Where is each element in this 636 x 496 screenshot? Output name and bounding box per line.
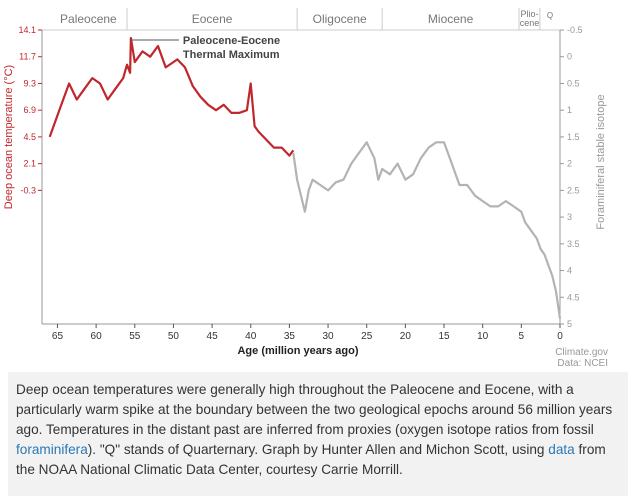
right-tick-label: -0.5 xyxy=(567,25,583,35)
x-tick-label: 40 xyxy=(245,331,257,342)
x-tick-label: 0 xyxy=(557,331,563,342)
left-axis-title: Deep ocean temperature (°C) xyxy=(3,65,15,209)
left-tick-label: 11.7 xyxy=(19,52,36,62)
x-tick-label: 45 xyxy=(207,331,219,342)
temperature-series-line xyxy=(48,36,295,157)
epoch-label-paleocene: Paleocene xyxy=(60,12,117,26)
epoch-band xyxy=(42,8,560,30)
x-tick-label: 65 xyxy=(52,331,64,342)
right-tick-label: 0 xyxy=(567,52,572,62)
left-tick-label: 4.5 xyxy=(23,132,36,142)
caption-part-3: from the NOAA National Climatic Data Cen… xyxy=(16,442,606,477)
foraminifera-link[interactable]: foraminifera xyxy=(16,442,88,457)
x-tick-label: 5 xyxy=(519,331,525,342)
caption-text: Deep ocean temperatures were generally h… xyxy=(8,372,628,480)
right-tick-label: 3.5 xyxy=(567,239,580,249)
epoch-label-eocene: Eocene xyxy=(192,12,233,26)
x-tick-label: 50 xyxy=(168,331,180,342)
caption-part-1: Deep ocean temperatures were generally h… xyxy=(16,382,613,437)
right-tick-label: 2.5 xyxy=(567,185,580,195)
x-tick-label: 25 xyxy=(361,331,373,342)
epoch-label-q: Q xyxy=(547,11,553,20)
right-axis-title: Foraminiferal stable isotope xyxy=(595,94,607,229)
x-tick-label: 55 xyxy=(129,331,141,342)
x-tick-label: 20 xyxy=(400,331,412,342)
right-tick-label: 0.5 xyxy=(567,78,580,88)
left-tick-label: 9.3 xyxy=(23,78,36,88)
source-data-label: Data: NCEI xyxy=(557,358,608,369)
caption-box: Deep ocean temperatures were generally h… xyxy=(8,372,628,496)
x-tick-label: 60 xyxy=(91,331,103,342)
annotation-label-1: Paleocene-Eocene xyxy=(183,35,280,47)
epoch-label-pliocene-2: cene xyxy=(520,18,540,28)
right-tick-label: 4.5 xyxy=(567,292,580,302)
data-link[interactable]: data xyxy=(548,442,575,457)
caption-part-2: ). "Q" stands of Quarternary. Graph by H… xyxy=(87,442,549,457)
right-tick-label: 5 xyxy=(567,319,572,329)
annotation-label-2: Thermal Maximum xyxy=(183,49,280,61)
right-tick-label: 2 xyxy=(567,159,572,169)
left-tick-label: 6.9 xyxy=(23,105,36,115)
epoch-label-pliocene-1: Plio- xyxy=(520,9,538,19)
x-axis-title: Age (million years ago) xyxy=(237,345,358,357)
x-tick-label: 35 xyxy=(284,331,296,342)
source-label: Climate.gov xyxy=(555,347,608,358)
right-tick-label: 1.5 xyxy=(567,132,580,142)
left-tick-label: -0.3 xyxy=(20,185,36,195)
right-tick-label: 3 xyxy=(567,212,572,222)
x-tick-label: 10 xyxy=(477,331,489,342)
left-tick-label: 2.1 xyxy=(23,159,36,169)
epoch-label-oligocene: Oligocene xyxy=(313,12,367,26)
right-tick-label: 4 xyxy=(567,266,572,276)
left-tick-label: 14.1 xyxy=(18,25,36,35)
x-tick-label: 30 xyxy=(322,331,334,342)
right-tick-label: 1 xyxy=(567,105,572,115)
climate-chart: Paleocene Eocene Oligocene Miocene Plio-cene… xyxy=(3,8,608,369)
x-tick-label: 15 xyxy=(438,331,450,342)
isotope-series-line xyxy=(292,141,562,319)
epoch-label-miocene: Miocene xyxy=(428,12,474,26)
